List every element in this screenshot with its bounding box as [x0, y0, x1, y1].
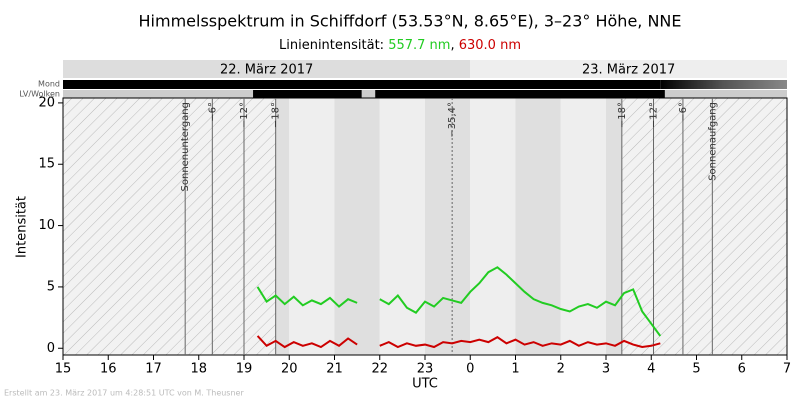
night-band [515, 98, 561, 355]
date-bar [470, 60, 787, 78]
y-axis-label: Intensität [15, 196, 30, 258]
night-band [289, 98, 335, 355]
legend-entry: 557.7 nm [388, 38, 450, 53]
annotation-label: Sonnenuntergang [180, 102, 191, 191]
cloud-bar [375, 90, 665, 98]
annotation-label: −6° [678, 102, 689, 122]
row-label: LV/Wolken [19, 90, 60, 99]
series-line [256, 266, 662, 337]
separator: , [450, 38, 458, 53]
x-tick-label: 16 [100, 362, 117, 377]
legend-entry: 630.0 nm [459, 38, 521, 53]
moon-bar [660, 80, 787, 89]
annotation-label: −18° [617, 102, 628, 128]
background [63, 60, 787, 355]
night-band [379, 98, 425, 355]
x-tick-label: 15 [55, 362, 72, 377]
row-label: Mond [38, 80, 60, 89]
x-tick-label: 22 [371, 362, 388, 377]
night-band [606, 98, 622, 355]
y-tick-label: 15 [38, 157, 55, 172]
y-tick-label: 5 [47, 279, 55, 294]
x-tick-label: 20 [281, 362, 298, 377]
x-tick-label: 6 [738, 362, 746, 377]
y-tick-label: 20 [38, 95, 55, 110]
x-tick-label: 7 [783, 362, 791, 377]
subtitle: Linienintensität: 557.7 nm, 630.0 nm [279, 38, 521, 53]
moon-bar [63, 80, 661, 89]
night-band [275, 98, 290, 355]
annotation-label: −35,4° [447, 102, 458, 138]
cloud-bar [253, 90, 362, 98]
subtitle-text: Linienintensität: [279, 38, 384, 53]
x-tick-label: 4 [647, 362, 655, 377]
hatched-zone [63, 98, 276, 355]
date-label: 22. März 2017 [220, 63, 313, 78]
hatched-zone [621, 98, 787, 355]
annotation-label: Sonnenaufgang [707, 102, 718, 181]
x-tick-label: 2 [557, 362, 565, 377]
annotation-label: −6° [207, 102, 218, 122]
x-tick-label: 1 [511, 362, 519, 377]
night-band [425, 98, 471, 355]
x-tick-label: 17 [145, 362, 162, 377]
x-tick-label: 19 [236, 362, 253, 377]
x-tick-label: 21 [326, 362, 343, 377]
night-band [334, 98, 380, 355]
x-tick-label: 0 [466, 362, 474, 377]
date-bar [63, 60, 471, 78]
night-band [470, 98, 516, 355]
date-label: 23. März 2017 [582, 63, 675, 78]
chart-title: Himmelsspektrum in Schiffdorf (53.53°N, … [139, 12, 682, 31]
annotation-label: −12° [239, 102, 250, 128]
x-tick-label: 23 [417, 362, 434, 377]
annotation-label: −12° [649, 102, 660, 128]
footer: Erstellt am 23. März 2017 um 4:28:51 UTC… [4, 389, 244, 398]
x-axis-label: UTC [412, 377, 438, 392]
series-line [256, 335, 661, 349]
x-tick-label: 18 [190, 362, 207, 377]
x-tick-label: 5 [692, 362, 700, 377]
annotation-label: −18° [271, 102, 282, 128]
night-band [560, 98, 606, 355]
x-tick-label: 3 [602, 362, 610, 377]
y-tick-label: 0 [47, 341, 55, 356]
y-tick-label: 10 [38, 218, 55, 233]
